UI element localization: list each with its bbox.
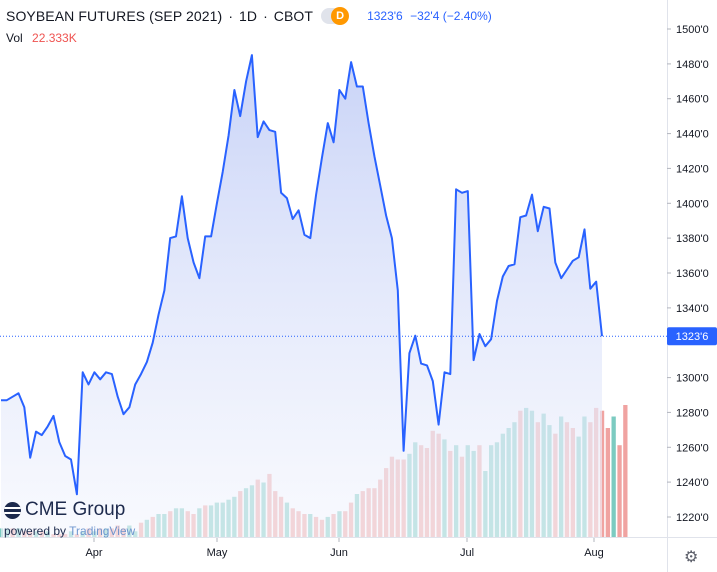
last-price-label-text: 1323'6 [676,331,709,343]
price-axis-label: 1500'0 [676,24,709,36]
volume-bar [599,410,605,537]
delayed-data-badge[interactable]: D [321,7,350,25]
header-separator: · [263,8,268,24]
volume-bar [617,445,622,537]
cme-logo-mark: CME Group [4,499,135,521]
gear-icon[interactable]: ⚙ [684,549,699,566]
exchange-label: CBOT [273,8,314,24]
symbol-title[interactable]: SOYBEAN FUTURES (SEP 2021) [6,8,223,24]
last-price-label: 1323'6 [667,327,717,346]
price-axis-label: 1240'0 [676,477,709,489]
delayed-icon: D [331,7,350,25]
header-separator: · [228,8,233,24]
last-price-value: 1323'6 [367,9,403,23]
price-axis-label: 1480'0 [676,59,709,71]
price-axis-label: 1420'0 [676,163,709,175]
price-axis-label: 1440'0 [676,129,709,141]
price-axis[interactable]: 1220'0 1240'0 1260'0 1280'0 1300'0 1340'0 1360… [667,24,709,524]
volume-bar [605,428,610,537]
powered-by-line: powered by TradingView [4,524,135,538]
last-price-label-bg [667,327,717,346]
powered-by-text: powered by [4,524,67,538]
volume-bar [611,416,616,537]
time-axis-label: Apr [85,547,102,559]
price-change-value: −32'4 (−2.40%) [410,9,492,23]
chart-header: SOYBEAN FUTURES (SEP 2021) · 1D · CBOT D… [6,5,492,27]
volume-label: Vol [6,31,23,45]
volume-bar [623,405,628,537]
cme-group-logo[interactable]: CME Group powered by TradingView [4,499,135,538]
price-axis-label: 1360'0 [676,268,709,280]
price-area-fill [1,55,602,537]
price-axis-label: 1300'0 [676,373,709,385]
price-axis-label: 1280'0 [676,407,709,419]
price-axis-label: 1400'0 [676,198,709,210]
volume-value: 22.333K [32,31,77,45]
price-axis-label: 1260'0 [676,442,709,454]
price-axis-label: 1340'0 [676,303,709,315]
time-axis-label: Jul [460,547,474,559]
price-line [1,54,603,496]
interval-label[interactable]: 1D [238,8,258,24]
price-readout: 1323'6 −32'4 (−2.40%) [367,9,492,23]
logo-text: CME Group [25,499,126,520]
globe-icon [4,501,21,519]
price-axis-label: 1460'0 [676,94,709,106]
tradingview-text: TradingView [69,524,136,538]
time-axis-label: Jun [330,547,348,559]
time-axis-label: Aug [584,547,604,559]
volume-legend[interactable]: Vol 22.333K [6,31,77,45]
time-axis[interactable]: Apr May Jun Jul Aug [85,538,604,559]
time-axis-label: May [207,547,228,559]
price-axis-label: 1220'0 [676,512,709,524]
price-axis-label: 1380'0 [676,233,709,245]
